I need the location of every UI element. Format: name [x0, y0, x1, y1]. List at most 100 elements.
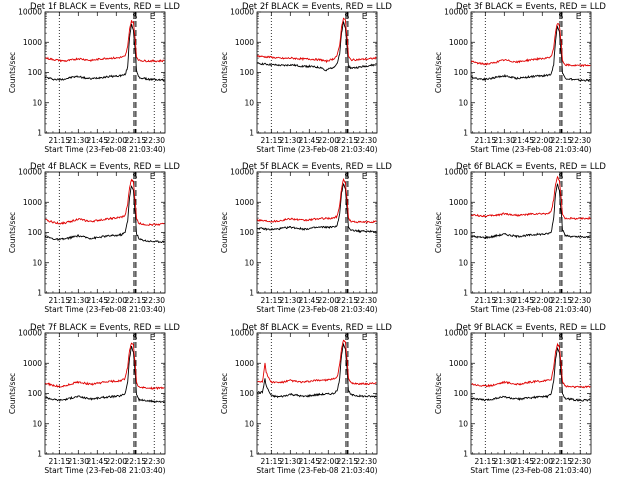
x-tick-label: 21:15 — [48, 457, 70, 466]
lld-series-line — [257, 17, 377, 64]
end-marker-label: E — [362, 333, 367, 342]
y-tick-label: 1000 — [235, 38, 254, 47]
y-tick-label: 1000 — [23, 359, 42, 368]
start-marker-label: S — [345, 333, 350, 342]
chart-title: Det 5f BLACK = Events, RED = LLD — [242, 162, 392, 172]
x-tick-label: 21:15 — [474, 296, 496, 305]
chart-panel-7: Det 7f BLACK = Events, RED = LLD 1 10 100 10… — [8, 323, 180, 475]
start-marker-label: S — [133, 12, 138, 21]
events-series-line — [257, 20, 377, 72]
lld-series-line — [257, 177, 377, 224]
x-tick-label: 21:45 — [298, 457, 320, 466]
x-tick-label: 22:15 — [124, 296, 146, 305]
end-marker-label: E — [576, 333, 581, 342]
y-axis-label: Counts/sec — [220, 52, 229, 93]
chart-title: Det 8f BLACK = Events, RED = LLD — [242, 323, 392, 333]
events-series-line — [45, 345, 165, 404]
y-tick-label: 10000 — [230, 8, 254, 17]
x-tick-label: 22:30 — [355, 136, 377, 145]
y-tick-label: 10000 — [444, 329, 468, 338]
end-marker-label: E — [362, 12, 367, 21]
y-tick-label: 10000 — [444, 168, 468, 177]
y-tick-label: 10 — [244, 258, 254, 267]
end-marker-label: E — [576, 12, 581, 21]
x-tick-label: 21:15 — [260, 136, 282, 145]
y-tick-label: 100 — [454, 228, 469, 237]
x-tick-label: 22:30 — [355, 457, 377, 466]
chart-title: Det 1f BLACK = Events, RED = LLD — [30, 2, 180, 12]
y-tick-label: 100 — [240, 228, 255, 237]
x-tick-label: 22:00 — [531, 296, 553, 305]
lld-series-line — [45, 20, 165, 63]
axes-frame — [44, 171, 166, 294]
x-axis-label: Start Time (23-Feb-08 21:03:40) — [44, 466, 165, 475]
x-tick-label: 22:15 — [124, 457, 146, 466]
lld-series-line — [471, 342, 591, 389]
x-tick-label: 21:30 — [279, 136, 301, 145]
y-tick-label: 1000 — [235, 359, 254, 368]
y-tick-label: 100 — [454, 68, 469, 77]
y-axis-label: Counts/sec — [8, 52, 17, 93]
axes-frame — [256, 11, 378, 134]
x-tick-label: 21:45 — [298, 296, 320, 305]
x-tick-label: 22:00 — [317, 136, 339, 145]
chart-panel-6: Det 6f BLACK = Events, RED = LLD 1 10 100 10… — [434, 162, 606, 314]
y-axis-label: Counts/sec — [220, 212, 229, 253]
x-tick-label: 22:15 — [550, 457, 572, 466]
x-tick-label: 22:15 — [550, 296, 572, 305]
axes-frame — [44, 11, 166, 134]
y-tick-label: 10000 — [18, 329, 42, 338]
x-axis-label: Start Time (23-Feb-08 21:03:40) — [470, 305, 591, 314]
events-series-line — [257, 342, 377, 399]
y-tick-label: 1 — [37, 129, 42, 138]
y-tick-label: 10 — [244, 419, 254, 428]
y-tick-label: 100 — [454, 389, 469, 398]
y-tick-label: 1 — [37, 450, 42, 459]
x-tick-label: 22:15 — [336, 457, 358, 466]
chart-panel-3: Det 3f BLACK = Events, RED = LLD 1 10 100 10… — [434, 2, 606, 154]
x-tick-label: 21:30 — [493, 457, 515, 466]
start-marker-label: S — [133, 172, 138, 181]
x-tick-label: 21:15 — [260, 457, 282, 466]
chart-panel-1: Det 1f BLACK = Events, RED = LLD 1 10 100 10… — [8, 2, 180, 154]
start-marker-label: S — [345, 12, 350, 21]
lld-series-line — [471, 22, 591, 68]
y-axis-label: Counts/sec — [8, 373, 17, 414]
x-tick-label: 21:15 — [48, 296, 70, 305]
y-tick-label: 1000 — [449, 38, 468, 47]
events-series-line — [471, 25, 591, 83]
y-tick-label: 1 — [249, 129, 254, 138]
x-tick-label: 21:45 — [86, 457, 108, 466]
lld-series-line — [45, 178, 165, 227]
x-tick-label: 22:00 — [105, 457, 127, 466]
chart-title: Det 7f BLACK = Events, RED = LLD — [30, 323, 180, 333]
x-tick-label: 21:45 — [86, 296, 108, 305]
events-series-line — [471, 346, 591, 402]
y-tick-label: 1 — [463, 450, 468, 459]
x-tick-label: 22:30 — [569, 457, 591, 466]
x-axis-label: Start Time (23-Feb-08 21:03:40) — [44, 145, 165, 154]
end-marker-label: E — [150, 172, 155, 181]
x-tick-label: 22:30 — [143, 136, 165, 145]
y-tick-label: 10000 — [444, 8, 468, 17]
events-series-line — [45, 23, 165, 82]
x-axis-label: Start Time (23-Feb-08 21:03:40) — [470, 145, 591, 154]
y-tick-label: 10 — [32, 98, 42, 107]
x-tick-label: 22:00 — [317, 296, 339, 305]
y-tick-label: 10 — [32, 258, 42, 267]
x-tick-label: 22:00 — [105, 296, 127, 305]
events-series-line — [257, 182, 377, 234]
x-tick-label: 21:30 — [279, 457, 301, 466]
y-tick-label: 1000 — [449, 359, 468, 368]
end-marker-label: E — [150, 333, 155, 342]
y-tick-label: 1 — [249, 450, 254, 459]
y-tick-label: 1 — [249, 289, 254, 298]
chart-title: Det 4f BLACK = Events, RED = LLD — [30, 162, 180, 172]
x-tick-label: 22:00 — [531, 457, 553, 466]
axes-frame — [44, 332, 166, 455]
x-tick-label: 22:15 — [336, 296, 358, 305]
end-marker-label: E — [150, 12, 155, 21]
start-marker-label: S — [559, 172, 564, 181]
y-tick-label: 100 — [240, 68, 255, 77]
